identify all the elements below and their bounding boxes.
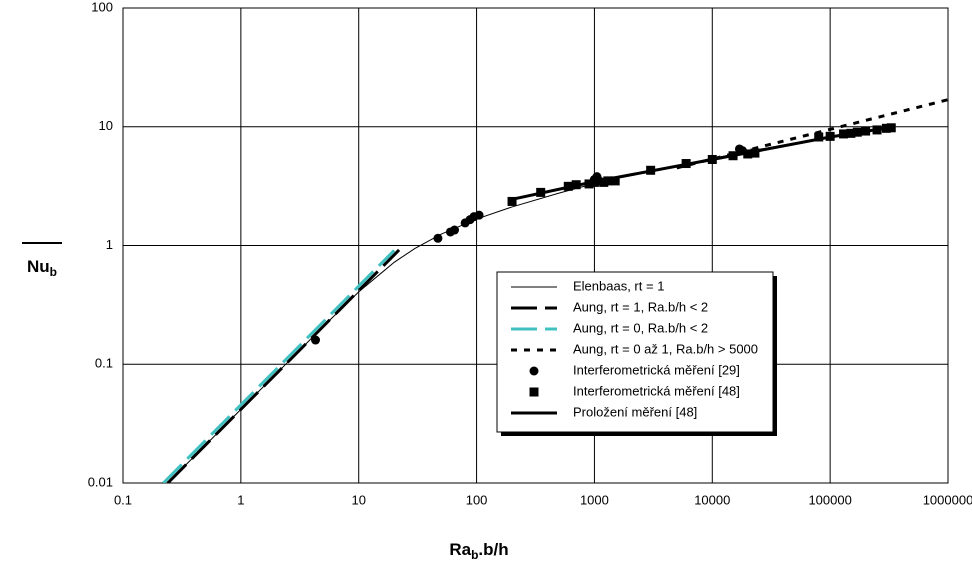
x-tick-label: 100000 (808, 492, 851, 507)
y-axis-label: Nub (27, 257, 57, 279)
series-line (166, 248, 401, 483)
x-tick-label: 1 (237, 492, 244, 507)
series-line (162, 249, 396, 483)
legend-symbol (529, 387, 539, 397)
circle-marker (474, 210, 484, 220)
square-marker (610, 176, 620, 186)
x-tick-label: 10 (351, 492, 365, 507)
series-line (511, 125, 895, 201)
circle-marker (311, 335, 321, 345)
y-tick-label: 0.1 (95, 356, 113, 371)
x-tick-label: 100 (466, 492, 488, 507)
legend-label: Interferometrická měření [48] (573, 383, 740, 398)
legend-label: Aung, rt = 0, Ra.b/h < 2 (573, 320, 708, 335)
legend-label: Aung, rt = 0 až 1, Ra.b/h > 5000 (573, 341, 758, 356)
plot-frame (122, 7, 949, 484)
legend-label: Elenbaas, rt = 1 (573, 278, 664, 293)
plot-area (162, 98, 948, 483)
y-label-sub: b (50, 265, 57, 279)
square-marker (507, 196, 517, 206)
circle-marker (450, 225, 460, 235)
square-marker (603, 176, 613, 186)
x-label-main: Ra (449, 540, 471, 559)
legend-symbol (529, 366, 539, 376)
y-label-main: Nu (27, 257, 50, 276)
legend-box (496, 271, 774, 433)
square-marker (750, 148, 760, 158)
y-tick-label: 10 (99, 118, 113, 133)
legend-label: Aung, rt = 1, Ra.b/h < 2 (573, 299, 708, 314)
x-label-sub: b (471, 548, 478, 562)
x-tick-label: 1000000 (923, 492, 972, 507)
square-marker (814, 132, 824, 142)
x-tick-label: 10000 (694, 492, 730, 507)
x-axis-label: Rab.b/h (449, 540, 508, 562)
x-label-rest: .b/h (478, 540, 508, 559)
x-tick-label: 1000 (580, 492, 609, 507)
y-tick-label: 1 (106, 237, 113, 252)
circle-marker (433, 233, 443, 243)
legend-label: Proložení měření [48] (573, 404, 697, 419)
y-tick-label: 100 (91, 0, 113, 14)
x-tick-label: 0.1 (114, 492, 132, 507)
legend-label: Interferometrická měření [29] (573, 362, 740, 377)
y-tick-label: 0.01 (88, 474, 113, 489)
